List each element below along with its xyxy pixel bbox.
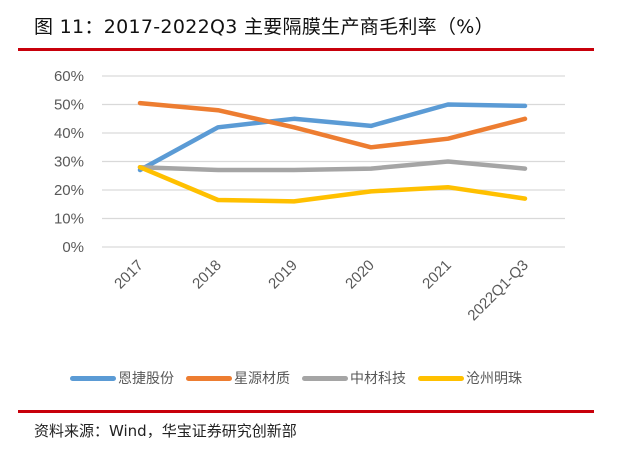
legend-label: 沧州明珠 [466, 371, 522, 387]
legend-label: 星源材质 [234, 371, 290, 387]
legend-label: 恩捷股份 [118, 371, 174, 387]
line-chart: 0% 10% 20% 30% 40% 50% 60% 2017 2018 2019 2020 2021… [54, 68, 565, 324]
source-note: 资料来源：Wind，华宝证券研究创新部 [34, 422, 297, 440]
legend-item: 星源材质 [186, 368, 290, 388]
series-line [137, 159, 528, 173]
title-divider [18, 48, 594, 51]
series-line [137, 164, 528, 204]
x-tick-label: 2021 [419, 257, 455, 293]
chart-legend: 恩捷股份 星源材质 中材科技 沧州明珠 [70, 368, 534, 388]
legend-swatch-icon [418, 375, 464, 381]
y-tick-label: 60% [54, 68, 84, 85]
y-tick-label: 30% [54, 154, 84, 171]
y-tick-label: 50% [54, 97, 84, 114]
legend-item: 沧州明珠 [418, 368, 522, 388]
y-tick-label: 0% [62, 239, 84, 256]
y-tick-label: 20% [54, 182, 84, 199]
y-tick-label: 10% [54, 211, 84, 228]
series-line [137, 102, 528, 173]
x-tick-label: 2020 [342, 257, 378, 293]
series-line [137, 100, 528, 150]
x-tick-label: 2017 [111, 257, 147, 293]
y-tick-label: 40% [54, 125, 84, 142]
legend-label: 中材科技 [350, 371, 406, 387]
x-tick-label: 2019 [265, 257, 301, 293]
legend-swatch-icon [302, 375, 348, 381]
legend-swatch-icon [70, 375, 116, 381]
x-tick-label: 2022Q1-Q3 [464, 257, 531, 324]
legend-swatch-icon [186, 375, 232, 381]
source-divider [18, 410, 594, 413]
legend-item: 恩捷股份 [70, 368, 174, 388]
legend-item: 中材科技 [302, 368, 406, 388]
x-tick-label: 2018 [189, 257, 225, 293]
chart-title: 图 11：2017-2022Q3 主要隔膜生产商毛利率（%） [34, 16, 494, 38]
